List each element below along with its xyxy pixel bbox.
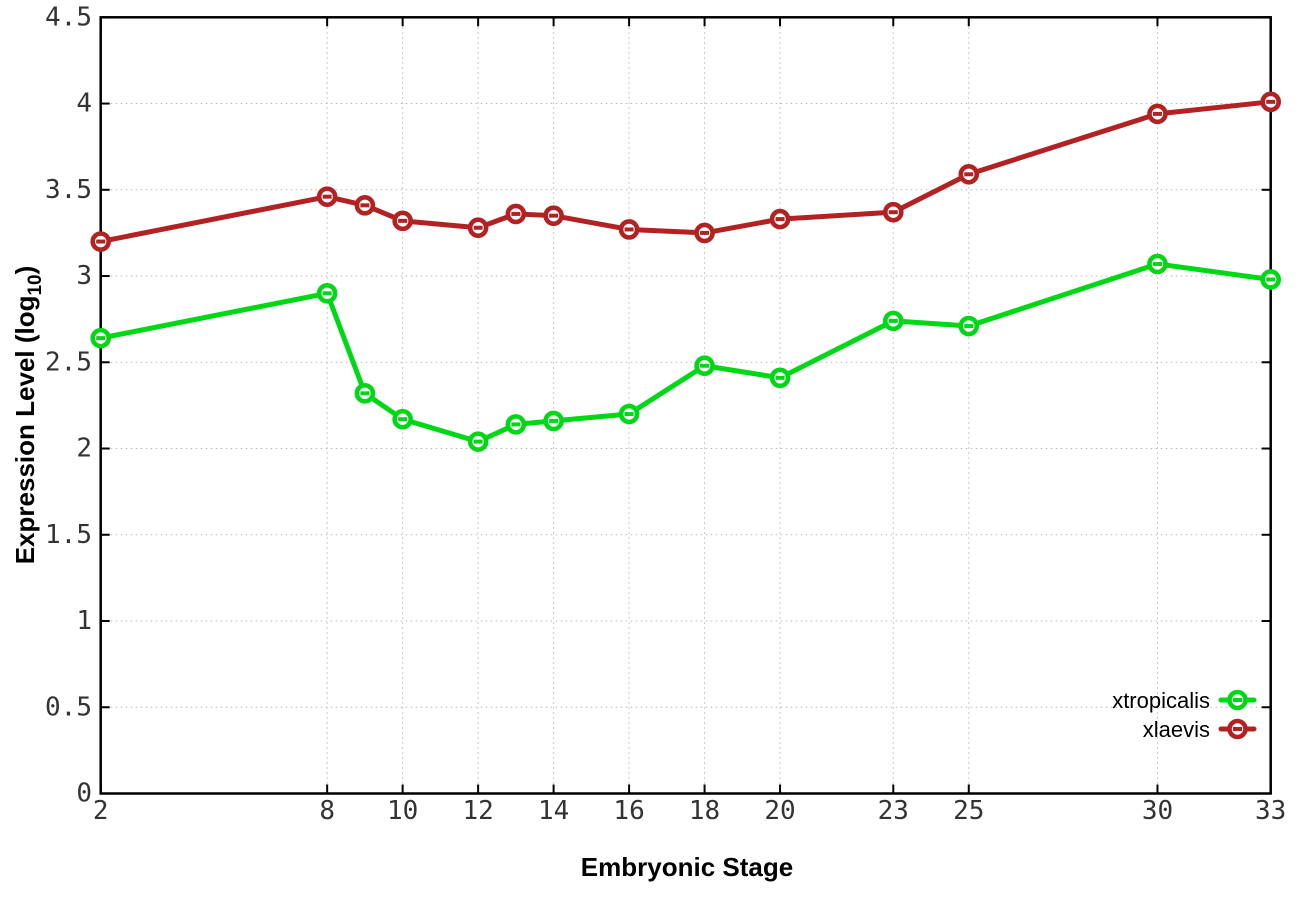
x-tick-label: 10 bbox=[387, 796, 418, 826]
y-tick-label: 4.5 bbox=[45, 2, 92, 32]
x-tick-label: 16 bbox=[613, 796, 644, 826]
legend-label-xtropicalis: xtropicalis bbox=[1112, 688, 1210, 713]
series-line-xlaevis bbox=[98, 99, 1274, 245]
x-tick-label: 12 bbox=[462, 796, 493, 826]
y-tick-label: 4 bbox=[76, 89, 92, 119]
y-axis-title-main: Expression Level (log bbox=[10, 296, 40, 565]
y-tick-label: 1 bbox=[76, 606, 92, 636]
x-tick-label: 25 bbox=[953, 796, 984, 826]
x-tick-label: 8 bbox=[319, 796, 335, 826]
y-tick-label: 0.5 bbox=[45, 692, 92, 722]
y-axis-title-subscript: 10 bbox=[25, 274, 46, 295]
x-axis-title: Embryonic Stage bbox=[581, 852, 793, 882]
plot-border bbox=[99, 16, 1272, 795]
y-tick-label: 0 bbox=[76, 779, 92, 809]
x-tick-label: 20 bbox=[764, 796, 795, 826]
legend: xtropicalis xlaevis bbox=[1112, 688, 1210, 742]
x-tick-label: 30 bbox=[1142, 796, 1173, 826]
chart-layer: 2 8 10 12 14 16 18 20 23 25 30 33 0 0.5 1 1.5 2 2.5 3 3.5 4 4… bbox=[45, 2, 1286, 826]
y-tick-label: 2 bbox=[76, 434, 92, 464]
y-tick-label: 3.5 bbox=[45, 175, 92, 205]
x-tick-label: 23 bbox=[878, 796, 909, 826]
y-tick-label: 1.5 bbox=[45, 520, 92, 550]
y-tick-label: 2.5 bbox=[45, 347, 92, 377]
y-tick-label: 3 bbox=[76, 261, 92, 291]
x-tick-label: 14 bbox=[538, 796, 569, 826]
y-axis-title-close: ) bbox=[10, 266, 40, 275]
x-tick-label: 2 bbox=[93, 796, 109, 826]
series-line-xtropicalis bbox=[98, 261, 1274, 445]
x-tick-label: 33 bbox=[1255, 796, 1286, 826]
legend-label-xlaevis: xlaevis bbox=[1143, 717, 1210, 742]
x-tick-label: 18 bbox=[689, 796, 720, 826]
y-axis-title: Expression Level (log10) bbox=[10, 266, 46, 565]
